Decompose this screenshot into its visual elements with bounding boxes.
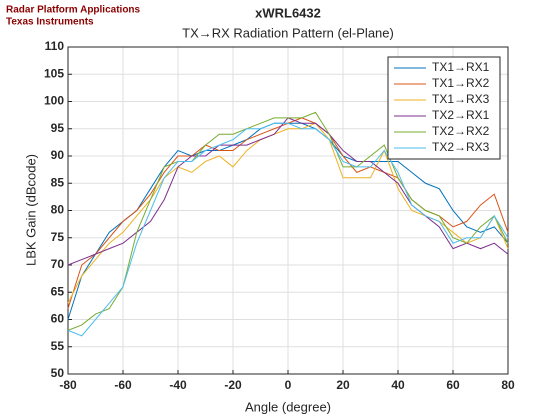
x-tick-label: 60 — [446, 378, 460, 392]
legend-label: TX1→RX1 — [432, 60, 490, 74]
y-tick-label: 100 — [44, 94, 64, 108]
x-tick-label: 80 — [501, 378, 515, 392]
x-tick-label: 20 — [336, 378, 350, 392]
y-tick-label: 90 — [51, 148, 65, 162]
y-tick-label: 95 — [51, 121, 65, 135]
y-tick-label: 60 — [51, 312, 65, 326]
annotation: Radar Platform Applications — [6, 5, 141, 16]
data-line — [67, 122, 509, 337]
y-tick-label: 65 — [51, 284, 65, 298]
y-tick-label: 50 — [51, 366, 65, 380]
x-tick-label: 0 — [285, 378, 292, 392]
y-axis-label: LBK Gain (dBcode) — [23, 154, 38, 266]
y-tick-label: 85 — [51, 175, 65, 189]
x-tick-label: -80 — [59, 378, 77, 392]
y-tick-label: 55 — [51, 339, 65, 353]
plot-frame — [67, 46, 509, 375]
data-line — [67, 111, 509, 331]
x-tick-label: -40 — [169, 378, 187, 392]
y-tick-label: 105 — [44, 66, 64, 80]
chart-title: xWRL6432 — [255, 5, 321, 20]
legend-label: TX2→RX3 — [432, 140, 490, 154]
y-tick-label: 80 — [51, 203, 65, 217]
x-tick-label: 40 — [391, 378, 405, 392]
legend-label: TX1→RX3 — [432, 92, 490, 106]
legend-label: TX1→RX2 — [432, 76, 490, 90]
y-tick-label: 110 — [45, 39, 65, 53]
x-tick-label: -20 — [224, 378, 242, 392]
legend-label: TX2→RX2 — [432, 124, 490, 138]
legend-label: TX2→RX1 — [432, 108, 490, 122]
annotation: Texas Instruments — [6, 17, 94, 28]
y-tick-label: 70 — [51, 257, 65, 271]
x-tick-label: -60 — [114, 378, 132, 392]
y-tick-label: 75 — [51, 230, 65, 244]
x-axis-label: Angle (degree) — [245, 399, 331, 414]
chart-subtitle: TX→RX Radiation Pattern (el-Plane) — [182, 25, 394, 40]
legend-box — [387, 56, 501, 160]
